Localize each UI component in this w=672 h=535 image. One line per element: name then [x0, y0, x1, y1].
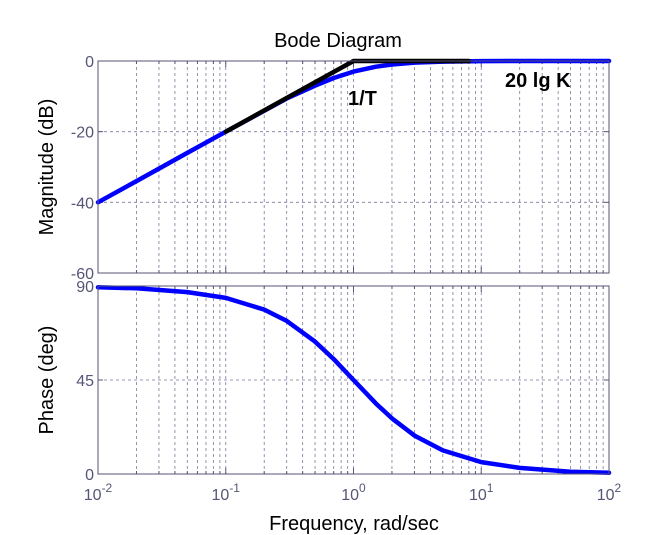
phase-plot-frame	[97, 285, 610, 475]
x-tick-label: 100	[341, 481, 366, 504]
magnitude-y-tick-label: -20	[71, 125, 94, 142]
frequency-axis-label: Frequency, rad/sec	[269, 513, 439, 535]
chart-title: Bode Diagram	[274, 30, 402, 52]
x-tick-label: 10-1	[212, 481, 241, 504]
magnitude-y-tick-label: 0	[85, 54, 94, 71]
phase-y-tick-label: 45	[76, 373, 94, 390]
x-tick-label: 10-2	[84, 481, 113, 504]
x-tick-label: 101	[469, 481, 494, 504]
magnitude-y-tick-label: -40	[71, 195, 94, 212]
annotation-gain: 20 lg K	[505, 70, 571, 92]
magnitude-axis-label: Magnitude (dB)	[36, 99, 58, 236]
x-tick-label: 102	[597, 481, 622, 504]
annotation-corner-frequency: 1/T	[348, 88, 377, 110]
magnitude-y-tick-label: -60	[71, 266, 94, 283]
phase-y-tick-label: 90	[76, 279, 94, 296]
phase-series-response	[95, 285, 612, 475]
phase-axis-label: Phase (deg)	[36, 326, 58, 435]
magnitude-plot-frame	[97, 60, 610, 274]
phase-y-tick-label: 0	[85, 467, 94, 484]
